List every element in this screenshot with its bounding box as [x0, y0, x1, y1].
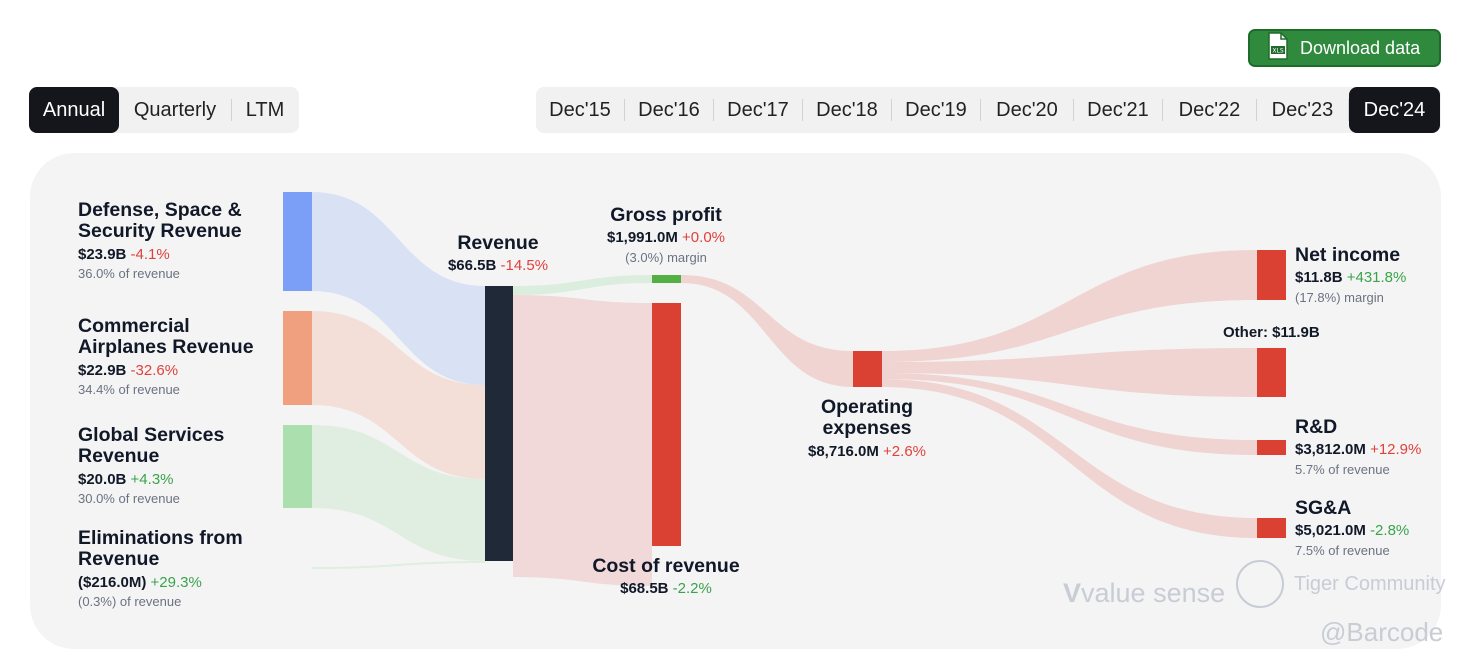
download-data-label: Download data [1300, 37, 1421, 58]
tab-year-dec16[interactable]: Dec'16 [638, 98, 700, 121]
flow-revenue-to-gross-profit [513, 275, 652, 295]
download-data-button[interactable]: XLS Download data [1248, 29, 1441, 67]
tab-year-dec15[interactable]: Dec'15 [549, 98, 611, 121]
source-label-global-services: Global Services Revenue $20.0B +4.3% 30.0… [78, 424, 225, 507]
revenue-node [485, 286, 513, 561]
flow-global-services-to-revenue [312, 425, 485, 561]
flow-opex-to-rnd [882, 373, 1257, 455]
flow-eliminations-to-revenue [312, 561, 485, 569]
barcode-handle-watermark: @Barcode [1320, 617, 1444, 647]
divider [1256, 99, 1257, 121]
flow-commercial-to-revenue [312, 311, 485, 479]
flow-opex-to-net-income [882, 250, 1257, 362]
divider [231, 99, 232, 121]
year-selector: Dec'15 Dec'16 Dec'17 Dec'18 Dec'19 Dec'20 Dec'… [536, 87, 1441, 133]
tab-year-dec23[interactable]: Dec'23 [1271, 98, 1334, 121]
tiger-community-watermark: Tiger Community [1294, 573, 1446, 595]
divider [980, 99, 981, 121]
flow-gross-profit-to-opex [681, 275, 853, 387]
rnd-label: R&D $3,812.0M +12.9% 5.7% of revenue [1295, 416, 1422, 477]
value-sense-watermark: Vvalue sense [1063, 578, 1226, 608]
commercial-node [283, 311, 312, 405]
sga-node [1257, 518, 1286, 538]
tab-year-dec22[interactable]: Dec'22 [1178, 98, 1241, 121]
period-selector: Annual Quarterly LTM [29, 87, 299, 133]
gross-profit-node [652, 275, 681, 283]
divider [1162, 99, 1163, 121]
source-label-defense: Defense, Space & Security Revenue $23.9B … [78, 199, 242, 282]
other-node [1257, 348, 1286, 397]
rnd-node [1257, 440, 1286, 455]
global-services-node [283, 425, 312, 508]
net-income-node [1257, 250, 1286, 300]
divider [891, 99, 892, 121]
revenue-label: Revenue $66.5B -14.5% [447, 232, 549, 275]
flow-opex-to-other [882, 348, 1257, 397]
tab-year-dec19[interactable]: Dec'19 [905, 98, 967, 121]
source-label-eliminations: Eliminations from Revenue ($216.0M) +29.3… [78, 527, 243, 610]
tab-year-dec24[interactable]: Dec'24 [1349, 87, 1440, 133]
operating-expenses-node [853, 351, 882, 387]
divider [624, 99, 625, 121]
cost-of-revenue-node [652, 303, 681, 546]
net-income-label: Net income $11.8B +431.8% (17.8%) margin [1295, 244, 1407, 305]
svg-text:XLS: XLS [1272, 47, 1283, 54]
xls-file-icon: XLS [1266, 31, 1290, 65]
flow-revenue-to-cost [513, 295, 652, 586]
gross-profit-label: Gross profit $1,991.0M +0.0% (3.0%) marg… [606, 204, 725, 265]
divider [802, 99, 803, 121]
value-sense-logo-icon: V [1063, 578, 1082, 608]
divider [1348, 99, 1349, 121]
flow-opex-to-sga [882, 379, 1257, 538]
source-label-commercial: Commercial Airplanes Revenue $22.9B -32.6… [78, 315, 254, 398]
tab-year-dec17[interactable]: Dec'17 [727, 98, 789, 121]
other-label: Other: $11.9B [1223, 324, 1320, 341]
sankey-panel [30, 153, 1441, 649]
tiger-community-logo-icon [1236, 560, 1284, 608]
divider [713, 99, 714, 121]
tab-quarterly[interactable]: Quarterly [133, 98, 217, 121]
tab-annual[interactable]: Annual [29, 87, 119, 133]
divider [1073, 99, 1074, 121]
tab-year-dec21[interactable]: Dec'21 [1087, 98, 1149, 121]
sga-label: SG&A $5,021.0M -2.8% 7.5% of revenue [1295, 497, 1410, 558]
tab-year-dec18[interactable]: Dec'18 [816, 98, 878, 121]
flow-defense-to-revenue [312, 192, 485, 385]
cost-of-revenue-label: Cost of revenue $68.5B -2.2% [592, 555, 740, 598]
defense-node [283, 192, 312, 291]
tab-year-dec20[interactable]: Dec'20 [996, 98, 1058, 121]
operating-expenses-label: Operating expenses $8,716.0M +2.6% [807, 396, 926, 460]
tab-ltm[interactable]: LTM [245, 98, 285, 121]
